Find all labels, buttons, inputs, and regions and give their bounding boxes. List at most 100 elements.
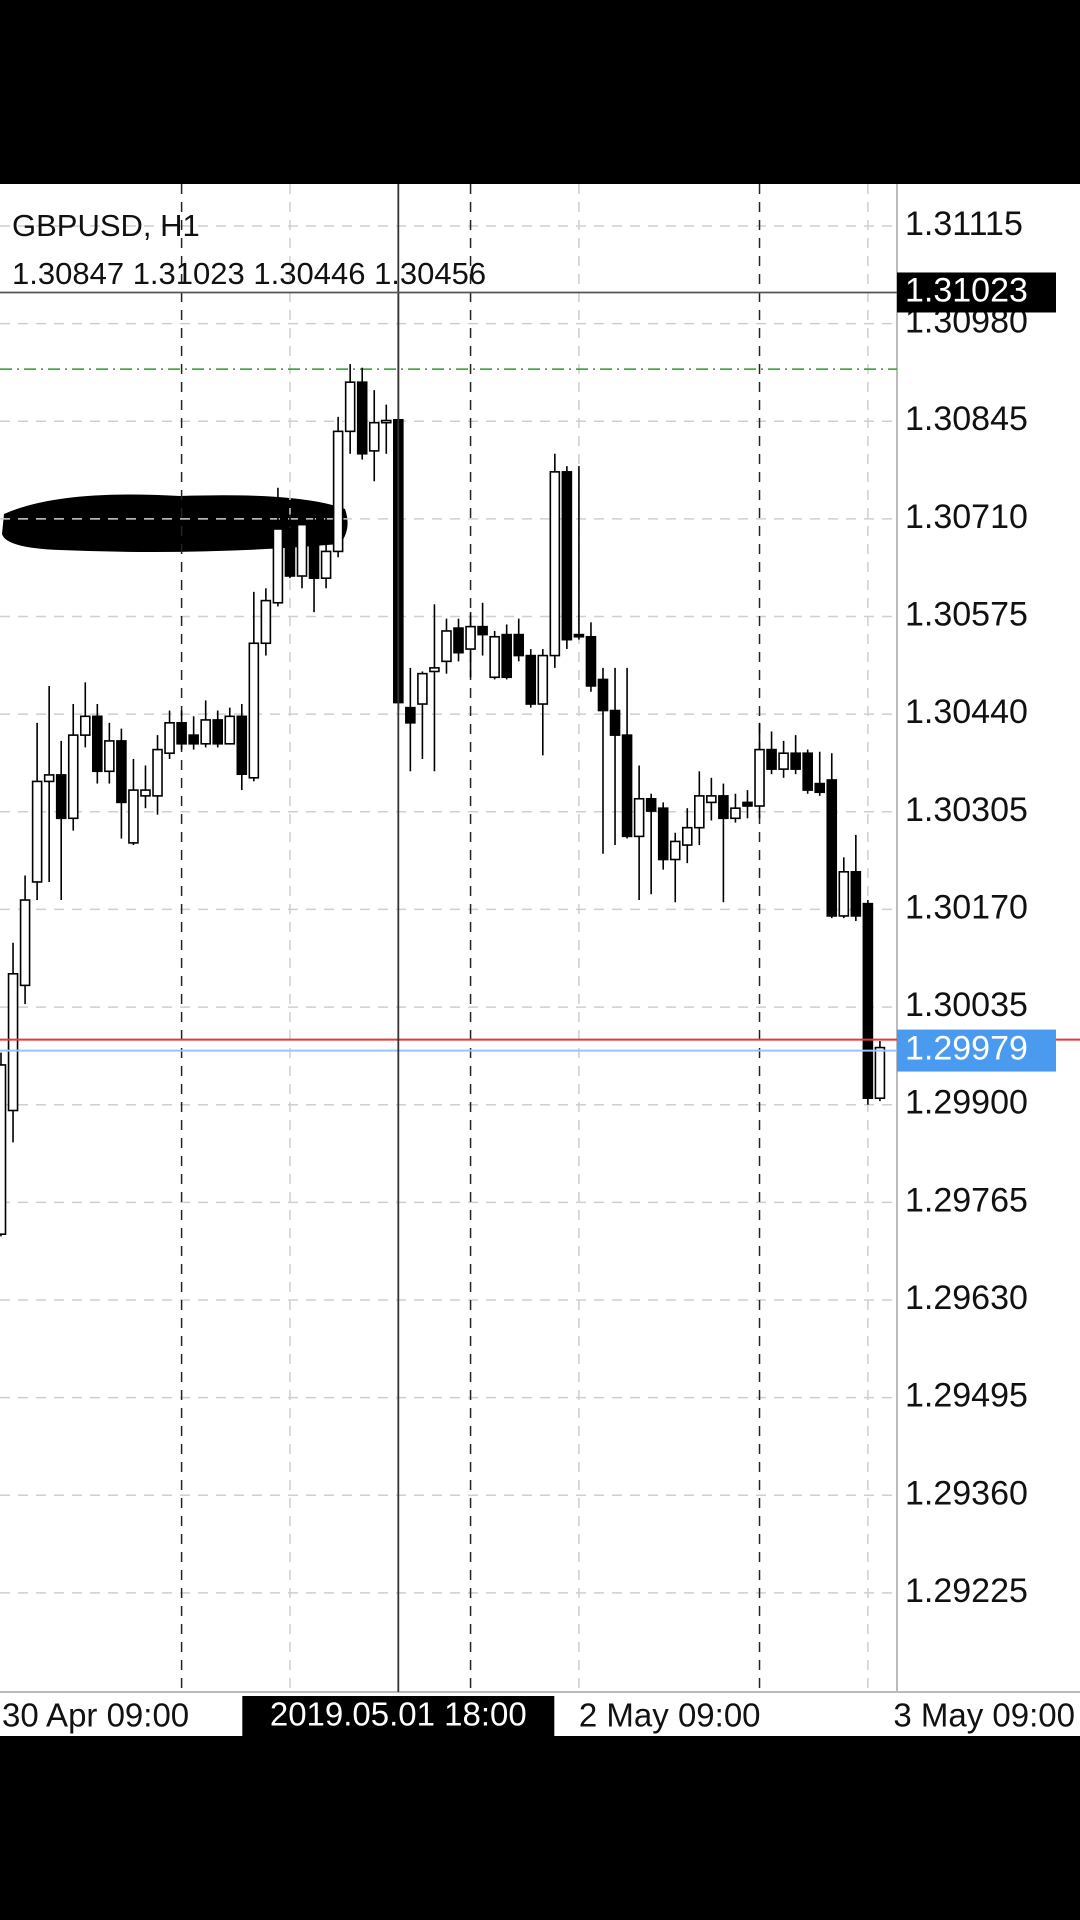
y-tick-label: 1.30710	[905, 498, 1028, 536]
candle-body	[308, 523, 320, 579]
ohlc-high: 1.31023	[132, 256, 245, 291]
y-tick-label: 1.30170	[905, 888, 1028, 926]
candle-body	[92, 715, 103, 773]
candle-body	[537, 654, 549, 705]
candle-body	[850, 871, 862, 917]
candle-body	[489, 635, 500, 679]
candle-body	[224, 715, 236, 745]
candle-body	[67, 734, 79, 820]
candle-body	[320, 550, 332, 579]
candle-body	[453, 627, 464, 654]
candle-body	[176, 722, 187, 745]
redaction	[2, 494, 348, 552]
candle-body	[104, 740, 115, 773]
candle-body	[814, 782, 826, 794]
candle-body	[597, 678, 609, 712]
crosshair-time-bg	[242, 1696, 555, 1736]
chart: 1.311151.309801.308451.307101.305751.304…	[0, 184, 1080, 1736]
candle-body	[561, 471, 573, 641]
candle-body	[405, 706, 416, 724]
candle-body	[802, 752, 813, 791]
bid-label-bg	[897, 1029, 1056, 1072]
candle-body	[609, 709, 621, 736]
y-tick-label: 1.29765	[905, 1181, 1028, 1219]
ohlc-open: 1.30847	[12, 256, 125, 291]
candle-body	[669, 840, 681, 861]
bid-label: 1.29979	[905, 1030, 1028, 1068]
candle-body	[200, 719, 211, 745]
candle-body	[633, 797, 645, 838]
symbol: GBPUSD, H1	[12, 208, 200, 243]
y-tick-label: 1.29900	[905, 1084, 1028, 1122]
candle-body	[236, 715, 248, 775]
candle-body	[380, 419, 392, 424]
y-tick-label: 1.29225	[905, 1572, 1028, 1610]
candle-body	[573, 633, 585, 638]
candle-body	[0, 1064, 7, 1235]
candle-body	[585, 635, 597, 687]
candle-body	[7, 973, 19, 1112]
candle-body	[79, 715, 91, 736]
crosshair-time: 2019.05.01 18:00	[270, 1696, 527, 1733]
candle-body	[128, 789, 139, 844]
candle-body	[212, 719, 224, 745]
y-tick-label: 1.29495	[905, 1377, 1028, 1415]
candle-body	[272, 528, 284, 604]
candle-body	[43, 774, 55, 783]
candle-body	[31, 780, 43, 883]
candle-body	[874, 1046, 886, 1100]
candle-body	[116, 740, 127, 804]
candle-body	[742, 801, 753, 807]
ohlc-low: 1.30446	[253, 256, 366, 291]
candle-body	[657, 807, 669, 861]
candle-body	[465, 625, 476, 650]
crosshair-price-bg	[897, 272, 1056, 313]
candle-body	[140, 789, 151, 797]
candle-body	[766, 748, 777, 770]
candle-body	[525, 654, 537, 705]
y-tick-label: 1.29360	[905, 1474, 1028, 1512]
candle-body	[862, 902, 874, 1100]
candle-body	[417, 672, 428, 705]
candle-body	[441, 630, 452, 663]
candle-body	[790, 752, 801, 770]
candle-body	[549, 471, 561, 657]
y-tick-label: 1.30305	[905, 791, 1028, 829]
candle-body	[332, 430, 344, 553]
candle-body	[260, 599, 272, 645]
y-tick-label: 1.31115	[905, 205, 1023, 243]
candle-body	[429, 667, 440, 673]
y-tick-label: 1.30575	[905, 595, 1028, 633]
candle-body	[501, 633, 512, 679]
chart-area: 1.31115 1.30980 1.30845 1.30710 1.30575 1.304…	[0, 184, 1080, 1736]
candle-body	[368, 421, 380, 452]
ohlc-close: 1.30456	[374, 256, 487, 291]
candle-body	[513, 633, 525, 657]
y-tick-label: 1.30845	[905, 400, 1028, 438]
ohlc: 1.30847 1.31023 1.30446 1.30456	[12, 250, 486, 298]
candle-body	[19, 899, 31, 987]
candle-body	[296, 523, 308, 577]
candle-body	[477, 625, 488, 636]
candle-body	[344, 381, 356, 433]
y-tick-label: 1.30035	[905, 986, 1028, 1024]
candle-body	[706, 795, 717, 804]
candle-body	[754, 748, 765, 807]
crosshair-price: 1.31023	[905, 271, 1028, 309]
candle-body	[248, 642, 260, 779]
candle-body	[681, 826, 693, 846]
x-tick-label: 30 Apr 09:00	[2, 1697, 189, 1734]
x-tick-label: 3 May 09:00	[893, 1697, 1075, 1734]
candle-body	[718, 795, 729, 820]
candle-body	[152, 748, 163, 797]
candle-body	[188, 734, 199, 745]
candle-body	[778, 752, 789, 770]
y-tick-label: 1.29630	[905, 1279, 1028, 1317]
candle-body	[55, 774, 67, 820]
candle-body	[645, 797, 657, 812]
candle-body	[826, 779, 838, 917]
candle-body	[694, 795, 705, 829]
candle-body	[838, 871, 850, 917]
y-tick-label: 1.30440	[905, 693, 1028, 731]
